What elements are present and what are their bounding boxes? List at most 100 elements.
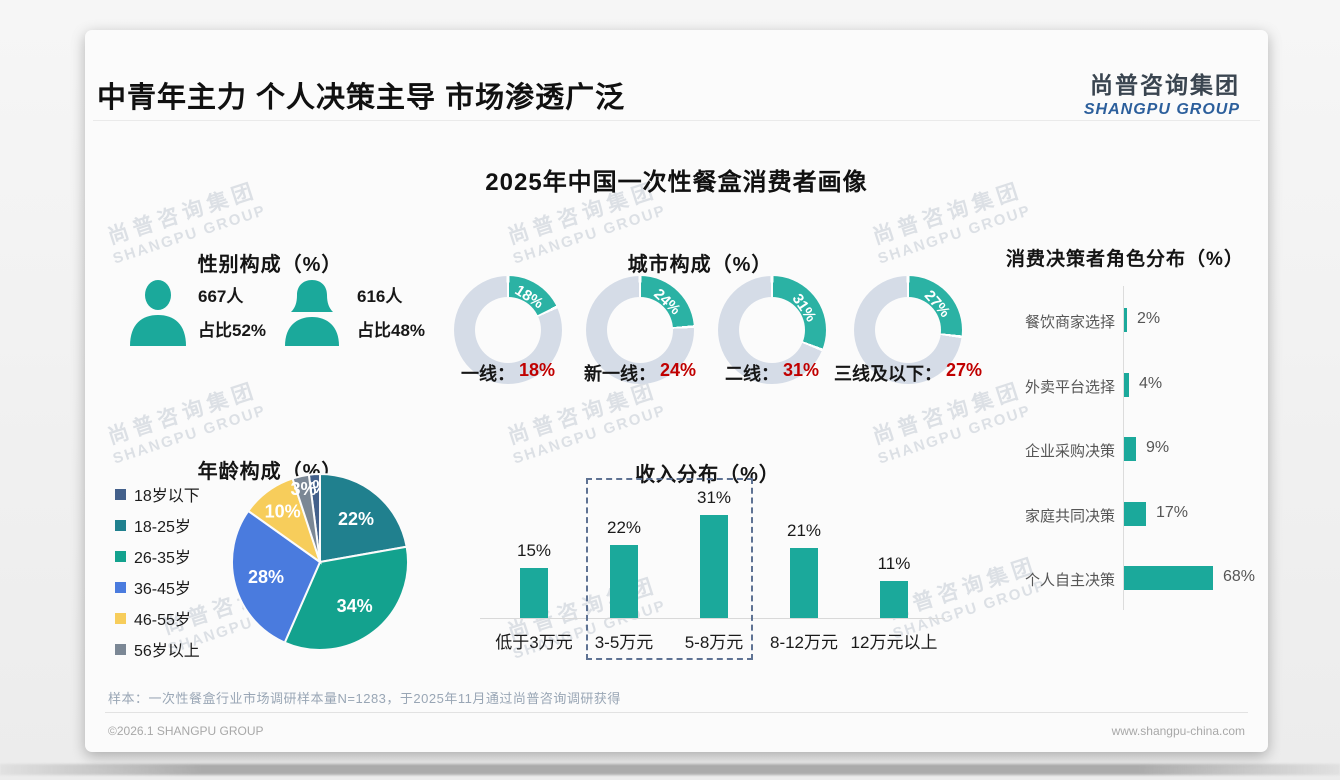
- pie-percent-label: 3%: [290, 479, 316, 499]
- legend-swatch: [115, 581, 126, 593]
- income-category-label: 5-8万元: [684, 633, 744, 652]
- sample-note: 样本：一次性餐盒行业市场调研样本量N=1283，于2025年11月通过尚普咨询调…: [108, 691, 621, 706]
- decision-category-label: 个人自主决策: [1024, 572, 1115, 589]
- donut-hole: [607, 297, 673, 363]
- decision-y-axis: [1123, 286, 1124, 610]
- decision-category-label: 餐饮商家选择: [1024, 314, 1115, 331]
- income-category-label: 12万元以上: [850, 633, 938, 652]
- donut-caption: 三线及以下： 27%: [818, 360, 998, 386]
- decision-bar: [1124, 566, 1213, 590]
- bottom-shadow-strip: [0, 764, 1340, 775]
- income-bar: [880, 581, 908, 618]
- age-legend-item: 26-35岁: [115, 544, 191, 568]
- income-category-label: 8-12万元: [769, 633, 839, 652]
- donut-caption-label: 新一线：: [583, 364, 656, 384]
- income-section-title: 收入分布（%）: [635, 464, 780, 486]
- income-category-label: 3-5万元: [594, 633, 654, 652]
- age-legend-item: 46-55岁: [115, 606, 191, 630]
- age-legend-item: 18岁以下: [115, 482, 200, 506]
- female-user-icon: [282, 276, 342, 353]
- slide-card: 中青年主力 个人决策主导 市场渗透广泛 尚普咨询集团 SHANGPU GROUP…: [85, 30, 1268, 752]
- donut-hole: [475, 297, 541, 363]
- legend-label: 18-25岁: [134, 519, 191, 536]
- age-legend-item: 56岁以上: [115, 637, 200, 661]
- legend-swatch: [115, 612, 126, 624]
- income-bar: [790, 548, 818, 618]
- donut-caption-value: 24%: [659, 360, 697, 380]
- pie-percent-label: 10%: [265, 501, 301, 521]
- pie-percent-label: 34%: [337, 596, 373, 616]
- footer-divider: [105, 712, 1248, 713]
- income-x-axis: [480, 618, 945, 619]
- income-value-label: 11%: [877, 554, 911, 573]
- pie-slice: [231, 509, 322, 644]
- donut-hole: [739, 297, 805, 363]
- income-value-label: 22%: [606, 518, 642, 537]
- decision-bar: [1124, 502, 1146, 526]
- gender-section-title: 性别构成（%）: [197, 254, 343, 276]
- decision-category-label: 外卖平台选择: [1024, 379, 1115, 396]
- female-count: 616人: [357, 287, 403, 306]
- income-value-label: 31%: [696, 488, 732, 507]
- income-bar: [610, 545, 638, 618]
- donut-caption-value: 18%: [518, 360, 556, 380]
- legend-label: 56岁以上: [134, 643, 200, 660]
- income-value-label: 15%: [516, 541, 552, 560]
- logo-cn-text: 尚普咨询集团: [1090, 72, 1240, 98]
- donut-caption: 二线： 31%: [682, 360, 862, 386]
- city-donut-chart: 18%: [454, 276, 562, 384]
- footer-website: www.shangpu-china.com: [1111, 724, 1245, 738]
- legend-label: 46-55岁: [134, 612, 191, 629]
- donut-caption-label: 三线及以下：: [833, 364, 942, 384]
- page-title: 中青年主力 个人决策主导 市场渗透广泛: [97, 82, 626, 114]
- pie-percent-label: 22%: [338, 509, 374, 529]
- legend-swatch: [115, 519, 126, 531]
- age-legend-item: 18-25岁: [115, 513, 191, 537]
- age-pie-chart: 2%22%34%28%10%3%: [231, 472, 409, 651]
- legend-swatch: [115, 550, 126, 562]
- age-legend-item: 36-45岁: [115, 575, 191, 599]
- legend-swatch: [115, 643, 126, 655]
- legend-label: 36-45岁: [134, 581, 191, 598]
- donut-caption-value: 27%: [945, 360, 983, 380]
- donut-caption-label: 二线：: [724, 364, 779, 384]
- income-bar: [700, 515, 728, 618]
- female-share: 占比48%: [357, 321, 426, 340]
- city-donut-chart: 24%: [586, 276, 694, 384]
- decision-value-label: 9%: [1146, 439, 1170, 456]
- legend-label: 18岁以下: [134, 488, 200, 505]
- watermark-cn-text: 尚普咨询集团: [105, 378, 261, 449]
- donut-caption-value: 31%: [782, 360, 820, 380]
- decision-section-title: 消费决策者角色分布（%）: [1006, 249, 1244, 270]
- logo-en-text: SHANGPU GROUP: [1083, 101, 1240, 118]
- donut-caption: 新一线： 24%: [550, 360, 730, 386]
- decision-bar: [1124, 373, 1129, 397]
- header-divider: [93, 120, 1260, 121]
- footer-copyright: ©2026.1 SHANGPU GROUP: [108, 724, 264, 738]
- decision-category-label: 企业采购决策: [1024, 443, 1115, 460]
- pie-slice: [319, 472, 408, 564]
- decision-category-label: 家庭共同决策: [1024, 508, 1115, 525]
- legend-swatch: [115, 488, 126, 500]
- legend-label: 26-35岁: [134, 550, 191, 567]
- donut-caption-label: 一线：: [460, 364, 515, 384]
- pie-slice: [291, 473, 321, 563]
- income-value-label: 21%: [786, 521, 822, 540]
- city-donut-chart: 27%: [854, 276, 962, 384]
- company-logo: 尚普咨询集团 SHANGPU GROUP: [1084, 66, 1240, 119]
- male-user-icon: [128, 276, 188, 353]
- decision-value-label: 17%: [1156, 504, 1189, 521]
- decision-value-label: 2%: [1137, 310, 1161, 327]
- donut-hole: [875, 297, 941, 363]
- male-share: 占比52%: [198, 321, 267, 340]
- decision-bar: [1124, 308, 1127, 332]
- income-category-label: 低于3万元: [495, 633, 573, 652]
- income-highlight-box: [586, 478, 753, 660]
- city-donut-chart: 31%: [718, 276, 826, 384]
- pie-percent-label: 28%: [248, 567, 284, 587]
- decision-value-label: 4%: [1139, 375, 1163, 392]
- decision-bar: [1124, 437, 1136, 461]
- decision-value-label: 68%: [1223, 568, 1256, 585]
- male-count: 667人: [198, 287, 244, 306]
